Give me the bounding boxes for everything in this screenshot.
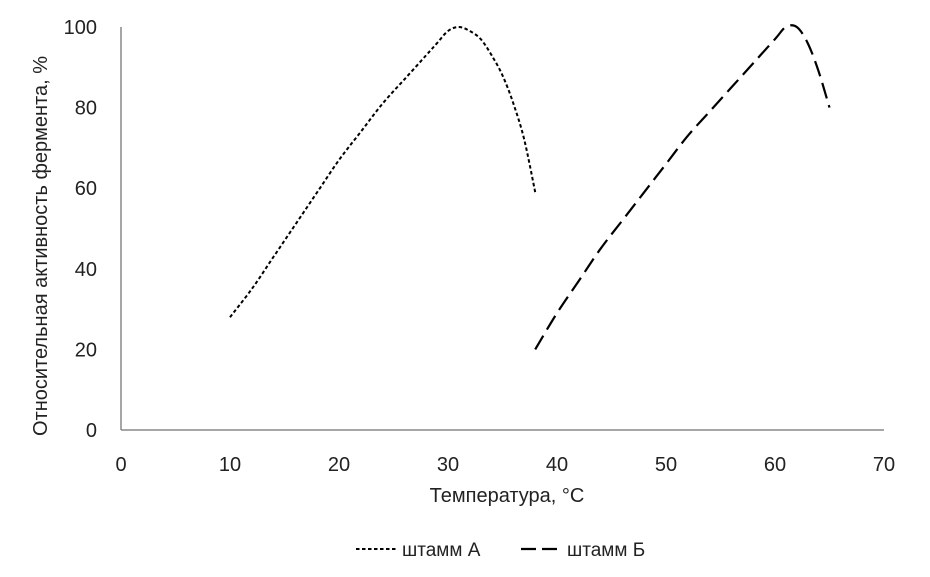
x-tick-label: 20 bbox=[328, 454, 350, 476]
y-tick-label: 100 bbox=[64, 17, 97, 39]
x-tick-label: 70 bbox=[873, 454, 895, 476]
x-tick-label: 10 bbox=[219, 454, 241, 476]
y-tick-label: 40 bbox=[75, 259, 97, 281]
x-tick-label: 0 bbox=[115, 454, 126, 476]
axes bbox=[120, 27, 884, 431]
series-line-2 bbox=[534, 24, 831, 350]
y-tick-label: 80 bbox=[75, 98, 97, 120]
legend-label: штамм Б bbox=[567, 540, 645, 561]
y-axis-title: Относительная активность фермента, % bbox=[30, 56, 52, 436]
y-tick-labels: 0 20 40 60 80 100 bbox=[64, 17, 97, 442]
legend: штамм А штамм Б bbox=[356, 540, 645, 561]
y-tick-label: 60 bbox=[75, 178, 97, 200]
series-line-1 bbox=[229, 25, 537, 318]
x-tick-labels: 0 10 20 30 40 50 60 70 bbox=[115, 454, 895, 476]
x-tick-label: 60 bbox=[764, 454, 786, 476]
y-tick-label: 20 bbox=[75, 339, 97, 361]
series-lines bbox=[229, 24, 831, 350]
x-tick-label: 40 bbox=[546, 454, 568, 476]
x-tick-label: 30 bbox=[437, 454, 459, 476]
y-tick-label: 0 bbox=[86, 420, 97, 442]
legend-label: штамм А bbox=[402, 540, 481, 561]
x-axis-title: Температура, °C bbox=[430, 485, 585, 507]
x-tick-label: 50 bbox=[655, 454, 677, 476]
